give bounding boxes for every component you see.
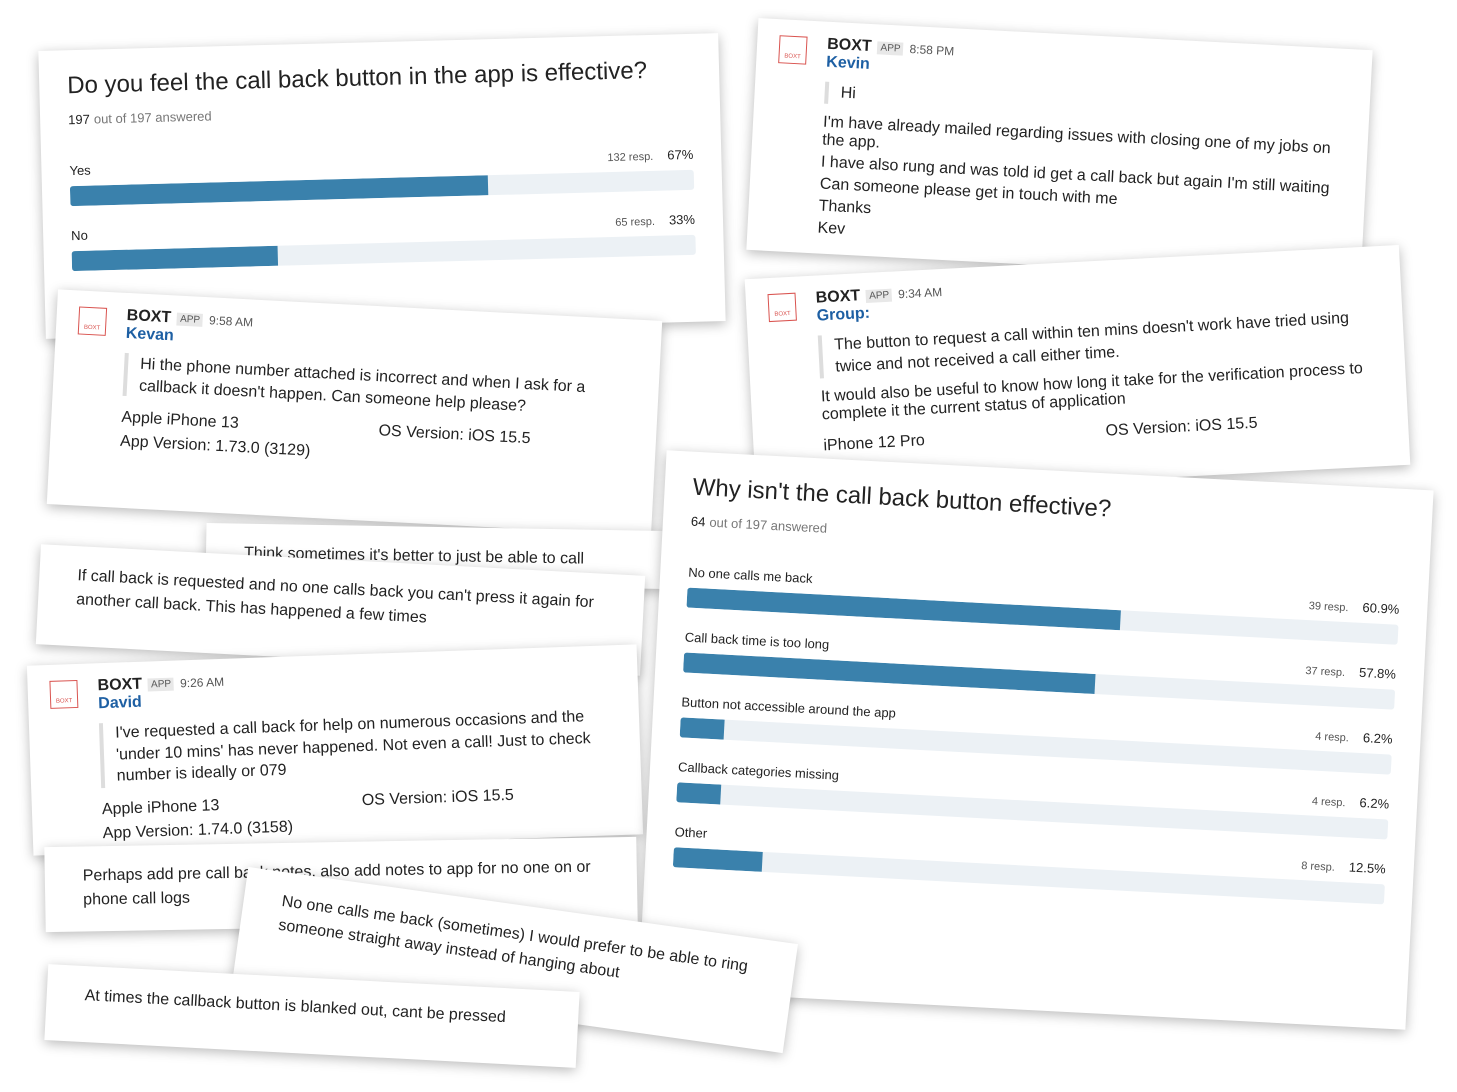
responses: 4 resp.: [1311, 795, 1346, 810]
poll-option: Call back time is too long 37 resp. 57.8%: [683, 629, 1396, 710]
app-badge: APP: [877, 40, 904, 56]
percent: 60.9%: [1362, 599, 1400, 617]
option-label: Callback categories missing: [677, 759, 840, 783]
timestamp: 9:58 AM: [208, 313, 254, 330]
device-info: Apple iPhone 13 OS Version: iOS 15.5 App V…: [102, 780, 623, 846]
timestamp: 8:58 PM: [909, 42, 955, 59]
device: iPhone 12 Pro: [823, 432, 926, 455]
timestamp: 9:34 AM: [897, 284, 943, 302]
app-badge: APP: [865, 288, 893, 303]
app-name: BOXT: [826, 35, 873, 56]
app-name: BOXT: [126, 306, 172, 327]
message: BOXT BOXT APP 9:58 AM Kevan Hi the phone numb…: [49, 289, 662, 492]
option-meta: 37 resp. 57.8%: [1305, 662, 1396, 682]
poll-option: No one calls me back 39 resp. 60.9%: [686, 564, 1400, 645]
bar: [71, 245, 278, 272]
message: BOXT BOXT APP 8:58 PM Kevin Hi I'm have alread…: [746, 18, 1372, 282]
poll-option: Yes 132 resp. 67%: [69, 147, 695, 207]
bar: [676, 782, 722, 805]
responses: 65 resp.: [615, 215, 656, 229]
responses: 8 resp.: [1300, 860, 1336, 874]
app-name: BOXT: [815, 287, 861, 307]
logo: BOXT: [778, 35, 808, 65]
percent: 57.8%: [1358, 664, 1397, 682]
logo: BOXT: [767, 292, 797, 323]
responses: 4 resp.: [1314, 730, 1350, 745]
message-card: BOXT BOXT APP 9:58 AM Kevan Hi the phone numb…: [46, 289, 663, 536]
os-version: OS Version: iOS 15.5: [1105, 414, 1258, 440]
answered-text: out of 197 answered: [93, 108, 212, 127]
option-meta: 132 resp. 67%: [607, 147, 693, 164]
option-meta: 8 resp. 12.5%: [1300, 857, 1387, 877]
percent: 12.5%: [1348, 859, 1387, 877]
os-version: OS Version: iOS 15.5: [361, 786, 515, 809]
poll-option: Other 8 resp. 12.5%: [672, 824, 1387, 905]
answered: 197 out of 197 answered: [68, 96, 692, 127]
app-badge: APP: [147, 677, 175, 691]
option-label: No: [70, 227, 89, 244]
responses: 132 resp.: [607, 150, 654, 165]
bar: [679, 717, 725, 740]
answered-count: 64: [690, 513, 706, 530]
bar: [672, 847, 763, 872]
option-label: No one calls me back: [687, 564, 813, 587]
percent: 67%: [667, 146, 694, 163]
option-label: Button not accessible around the app: [681, 694, 897, 721]
bar: [69, 175, 489, 207]
option-meta: 4 resp. 6.2%: [1312, 793, 1390, 812]
option-label: Yes: [69, 162, 91, 179]
option-label: Other: [674, 824, 708, 841]
quote: I've requested a call back for help on n…: [98, 705, 621, 788]
poll-option: Button not accessible around the app 4 re…: [679, 694, 1393, 775]
message-card: BOXT BOXT APP 9:26 AM David I've requested a …: [26, 644, 644, 856]
answered-count: 197: [67, 111, 91, 128]
percent: 33%: [668, 211, 696, 228]
logo: BOXT: [49, 679, 79, 709]
app-name: BOXT: [97, 675, 143, 695]
timestamp: 9:26 AM: [179, 674, 225, 691]
option-meta: 65 resp. 33%: [615, 212, 695, 229]
percent: 6.2%: [1362, 730, 1393, 747]
message: BOXT BOXT APP 9:26 AM David I've requested a …: [27, 644, 643, 855]
app-badge: APP: [176, 312, 204, 327]
message-card: BOXT BOXT APP 8:58 PM Kevin Hi I'm have alread…: [746, 18, 1373, 282]
option-meta: 4 resp. 6.2%: [1315, 728, 1393, 747]
poll-option: Callback categories missing 4 resp. 6.2%: [676, 759, 1390, 840]
percent: 6.2%: [1359, 795, 1390, 812]
poll-option: No 65 resp. 33%: [70, 212, 696, 272]
os-version: OS Version: iOS 15.5: [378, 422, 531, 448]
option-meta: 39 resp. 60.9%: [1308, 597, 1399, 617]
poll-question: Do you feel the call back button in the …: [66, 57, 648, 100]
answered-text: out of 197 answered: [709, 514, 828, 536]
responses: 37 resp.: [1305, 665, 1346, 680]
logo: BOXT: [77, 306, 108, 336]
message: BOXT BOXT APP 9:34 AM Group: The button to re…: [745, 245, 1409, 472]
option-label: Call back time is too long: [684, 629, 830, 653]
body: I'm have already mailed regarding issues…: [817, 113, 1348, 264]
responses: 39 resp.: [1308, 600, 1349, 615]
